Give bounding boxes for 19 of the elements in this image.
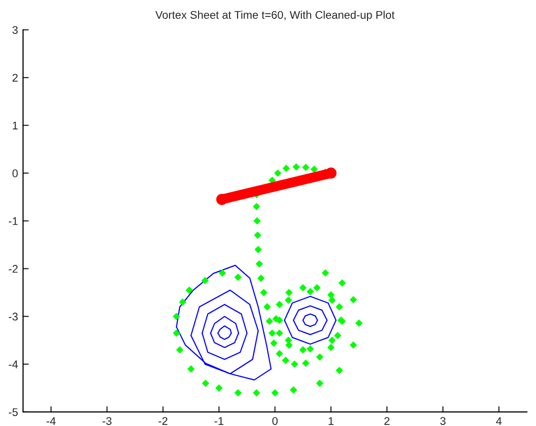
x-tick-label: 1 <box>328 417 334 425</box>
y-tick-label: 2 <box>12 74 18 82</box>
x-tick-label: -2 <box>158 417 168 425</box>
y-tick-label: -3 <box>8 312 18 321</box>
x-tick-label: 4 <box>496 417 502 425</box>
y-tick-label: 1 <box>12 122 18 130</box>
x-tick-label: 3 <box>440 417 446 425</box>
y-tick-label: 3 <box>12 26 18 34</box>
chart-title: Vortex Sheet at Time t=60, With Cleaned-up Plot <box>155 10 395 22</box>
x-tick-label: 2 <box>384 417 390 425</box>
y-tick-label: -2 <box>8 264 18 273</box>
y-tick-label: -4 <box>8 360 18 368</box>
x-tick-label: -1 <box>214 417 224 425</box>
x-tick-label: -4 <box>46 417 56 425</box>
x-tick-label: 0 <box>272 417 278 425</box>
y-tick-label: -1 <box>8 217 18 225</box>
y-tick-label: -5 <box>8 408 18 416</box>
y-tick-label: 0 <box>12 169 18 178</box>
x-tick-label: -3 <box>102 417 112 425</box>
